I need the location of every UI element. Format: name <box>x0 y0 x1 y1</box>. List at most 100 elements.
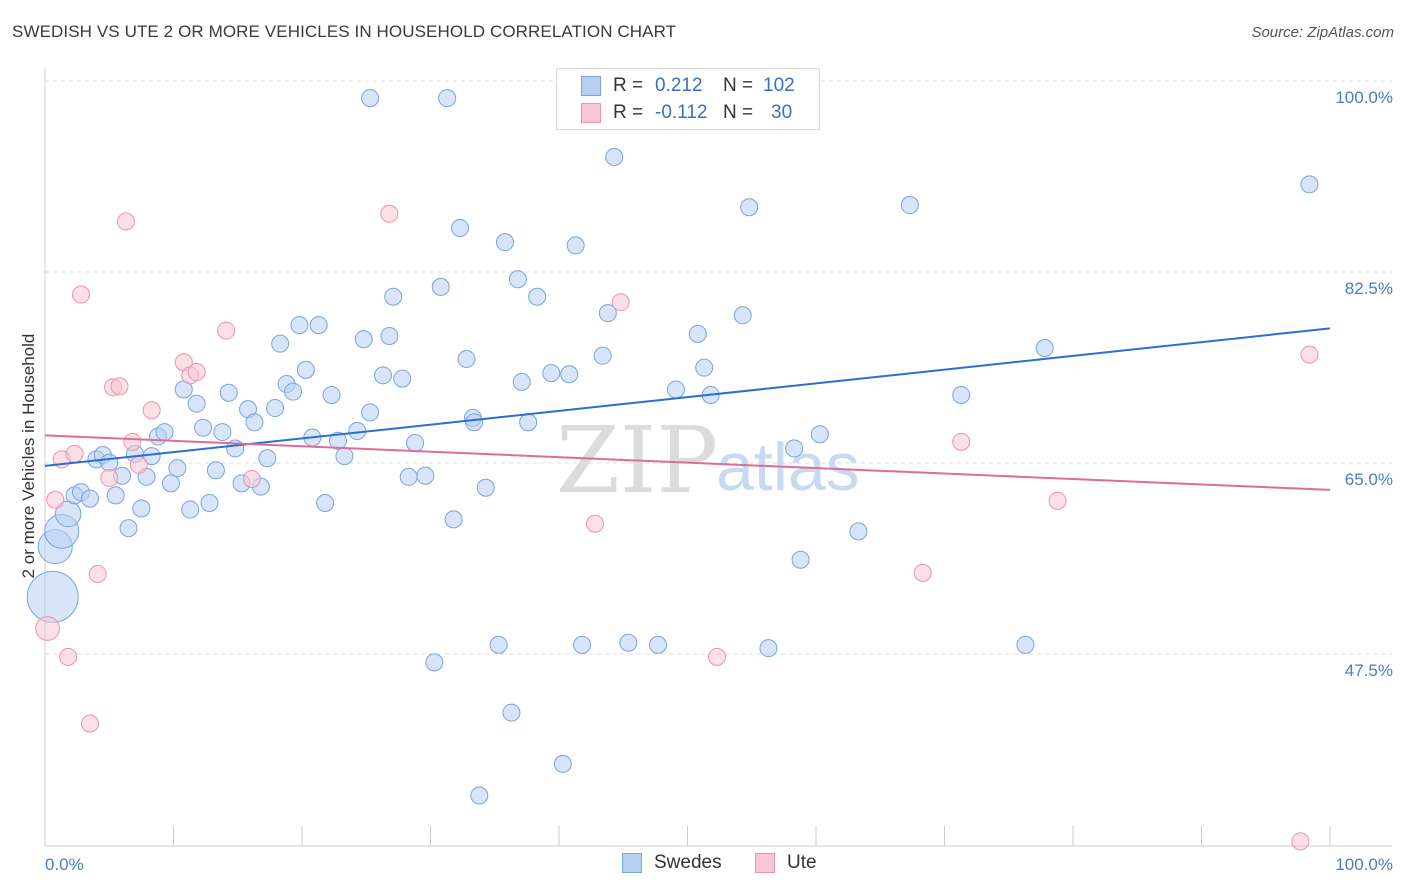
swedes-point <box>155 423 174 442</box>
r-value: -0.112 <box>655 102 708 123</box>
ute-point <box>242 470 261 488</box>
swedes-point <box>361 89 380 108</box>
swedes-point <box>444 510 463 529</box>
swedes-point <box>508 270 527 289</box>
ute-swatch <box>755 853 775 873</box>
swedes-point <box>425 653 444 672</box>
legend-row-ute: R = -0.112 N = 30 <box>581 100 792 126</box>
swedes-point <box>560 365 579 384</box>
ute-point <box>913 563 932 582</box>
swedes-point <box>271 334 290 353</box>
swedes-point <box>900 196 919 215</box>
swedes-point <box>266 399 285 418</box>
swedes-swatch <box>622 853 642 873</box>
ute-point <box>187 363 206 382</box>
swedes-point <box>648 635 667 654</box>
swedes-point <box>519 413 538 432</box>
swedes-point <box>328 431 347 450</box>
swedes-point <box>181 500 200 519</box>
ute-point <box>71 285 90 304</box>
n-value: 30 <box>771 102 793 123</box>
swedes-point <box>566 236 585 255</box>
r-value: 0.212 <box>655 75 703 96</box>
swedes-swatch <box>581 76 601 96</box>
trend-lines <box>44 327 1331 491</box>
swedes-point <box>810 425 829 444</box>
ute-point <box>1291 832 1310 851</box>
ute-trend-line <box>44 434 1331 491</box>
axes <box>44 68 1392 847</box>
y-axis-label: 2 or more Vehicles in Household <box>19 334 38 579</box>
swedes-point <box>290 316 309 335</box>
swedes-point <box>100 453 119 472</box>
ute-point <box>59 647 78 666</box>
x-tick-label: 0.0% <box>45 855 84 874</box>
swedes-point <box>316 494 335 513</box>
ute-point <box>142 401 161 420</box>
swedes-point <box>354 330 373 349</box>
swedes-point <box>393 369 412 388</box>
swedes-point <box>688 324 707 343</box>
n-label: N = <box>723 102 754 123</box>
ute-point <box>46 490 65 509</box>
ute-point <box>35 616 60 641</box>
ute-point <box>80 714 99 733</box>
watermark: ZIP atlas <box>556 407 860 514</box>
swedes-point <box>619 633 638 652</box>
swedes-point <box>373 366 392 385</box>
swedes-point <box>952 385 971 404</box>
swedes-point <box>187 394 206 413</box>
swedes-point <box>335 447 354 466</box>
ute-point <box>88 564 107 583</box>
legend-item-ute[interactable]: Ute <box>755 852 817 874</box>
legend-label-ute: Ute <box>787 852 817 873</box>
swedes-point <box>489 635 508 654</box>
swedes-point <box>168 459 187 478</box>
series-legend: Swedes Ute <box>0 852 1406 878</box>
swedes-point <box>553 754 572 773</box>
ute-point <box>123 432 142 451</box>
swedes-point <box>80 489 99 508</box>
ute-point <box>1048 491 1067 510</box>
swedes-point <box>119 519 138 538</box>
swedes-point <box>399 467 418 486</box>
legend-item-swedes[interactable]: Swedes <box>622 852 722 874</box>
swedes-point <box>849 522 868 541</box>
swedes-point <box>785 439 804 458</box>
swedes-point <box>1035 339 1054 358</box>
swedes-point <box>213 423 232 442</box>
swedes-point <box>605 148 624 167</box>
swedes-point <box>309 316 328 335</box>
swedes-point <box>284 382 303 401</box>
legend-label-swedes: Swedes <box>654 852 722 873</box>
ute-point <box>708 647 727 666</box>
n-label: N = <box>723 75 754 96</box>
legend-row-swedes: R = 0.212 N = 102 <box>581 73 795 99</box>
swedes-point <box>1300 175 1319 194</box>
swedes-point <box>573 635 592 654</box>
swedes-point <box>161 474 180 493</box>
swedes-point <box>431 277 450 296</box>
ute-point <box>116 212 135 231</box>
ute-swatch <box>581 103 601 123</box>
swedes-point <box>759 639 778 658</box>
swedes-point <box>451 218 470 237</box>
y-tick-label: 82.5% <box>1345 279 1393 298</box>
swedes-point <box>361 403 380 422</box>
ute-point <box>1300 345 1319 364</box>
swedes-point <box>598 304 617 323</box>
swedes-point <box>512 372 531 391</box>
swedes-point <box>384 287 403 306</box>
swedes-point <box>476 478 495 497</box>
stats-legend: R = 0.212 N = 102 R = -0.112 N = 30 <box>556 68 820 130</box>
ute-points <box>35 204 1319 851</box>
swedes-point <box>791 550 810 569</box>
swedes-point <box>380 327 399 346</box>
gridlines <box>45 80 1392 655</box>
ute-point <box>380 204 399 223</box>
swedes-point <box>296 360 315 379</box>
swedes-point <box>528 287 547 306</box>
swedes-point <box>740 198 759 217</box>
tick-labels: 47.5% 65.0% 82.5% 100.0% 0.0% 100.0% <box>45 88 1393 874</box>
